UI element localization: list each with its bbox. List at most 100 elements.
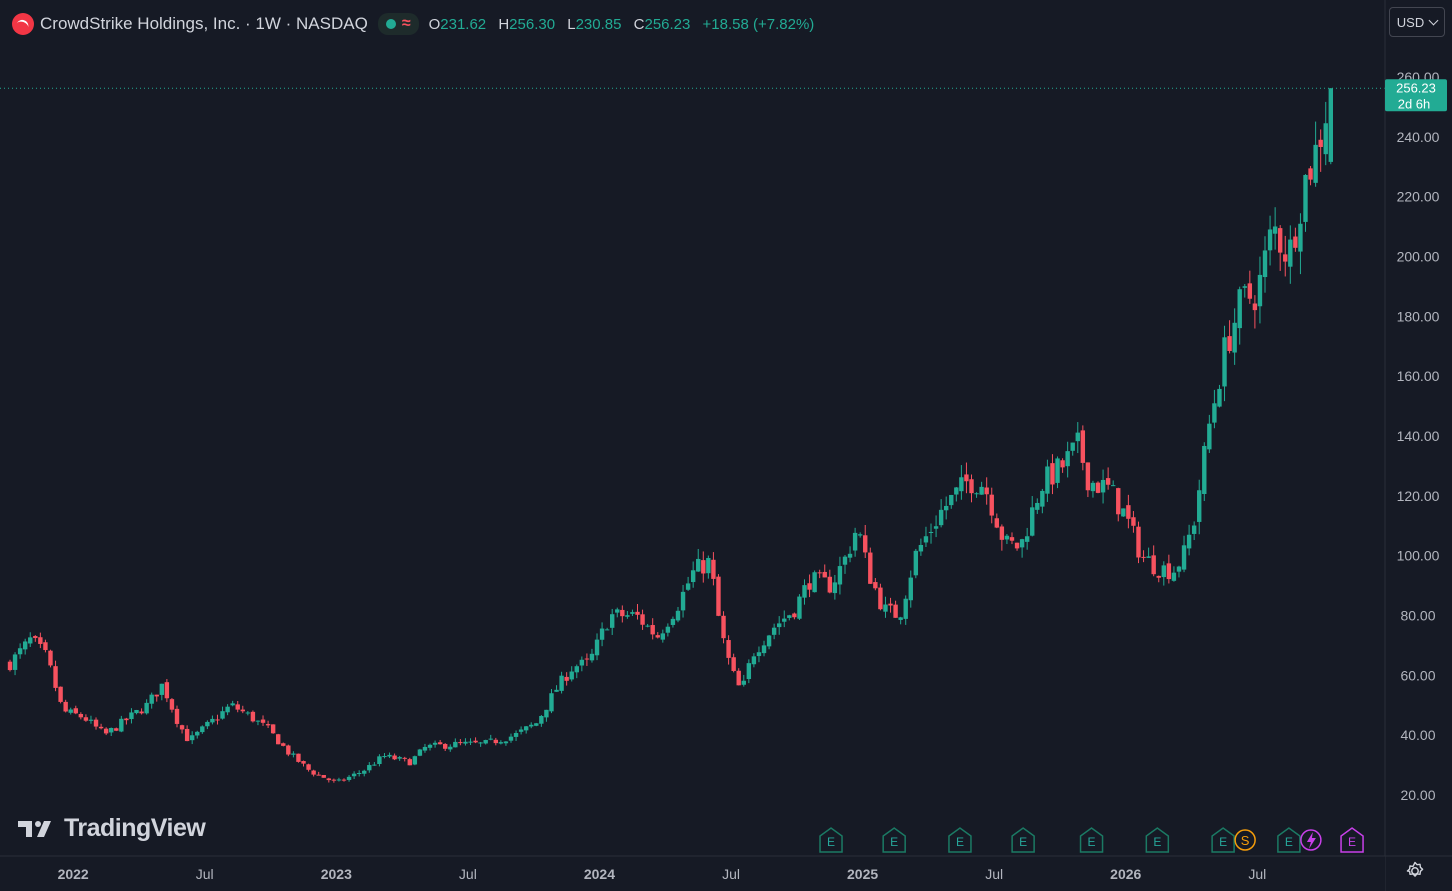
candle-body	[488, 738, 493, 740]
candle-body	[625, 615, 630, 617]
candle-body	[645, 625, 650, 627]
price-tick-label: 20.00	[1400, 787, 1435, 803]
candle-body	[245, 712, 251, 714]
close-label: C	[633, 15, 645, 33]
candle-body	[1288, 239, 1293, 267]
currency-button[interactable]: USD	[1389, 7, 1445, 37]
candle-body	[994, 518, 1000, 528]
earnings-marker[interactable]: E	[1145, 827, 1170, 853]
earnings-marker[interactable]: E	[882, 827, 906, 853]
candle-body	[1328, 88, 1333, 162]
earnings-marker[interactable]: E	[1211, 827, 1235, 853]
candle-body	[103, 728, 109, 734]
candle-body	[863, 535, 868, 553]
candle-body	[443, 743, 448, 749]
time-tick-label: 2022	[58, 866, 89, 882]
candle-body	[134, 709, 139, 714]
candle-body	[1136, 526, 1141, 558]
candle-body	[321, 775, 326, 778]
earnings-marker[interactable]: E	[1011, 827, 1035, 853]
candle-body	[73, 708, 78, 714]
candle-body	[1060, 460, 1065, 468]
candle-body	[675, 610, 681, 621]
candle-body	[898, 617, 903, 620]
last-price-value: 256.23	[1396, 80, 1436, 95]
candle-body	[1126, 505, 1131, 519]
candle-body	[878, 587, 883, 610]
candle-body	[918, 544, 924, 552]
candle-body	[584, 658, 590, 660]
candle-body	[1242, 286, 1247, 288]
candle-body	[620, 609, 625, 617]
candle-body	[1212, 403, 1217, 423]
earnings-marker[interactable]: E	[1277, 827, 1301, 853]
earnings-label: E	[1219, 835, 1227, 849]
earnings-label: E	[1348, 835, 1356, 849]
market-status-pill[interactable]: ≈	[377, 13, 419, 35]
candle-body	[1065, 451, 1070, 467]
candle-body	[286, 745, 291, 755]
candle-body	[696, 558, 701, 572]
candle-body	[356, 772, 362, 774]
candle-body	[615, 609, 620, 613]
candle-body	[12, 654, 18, 670]
candle-body	[1298, 223, 1303, 252]
high-label: H	[498, 15, 510, 33]
symbol-title[interactable]: CrowdStrike Holdings, Inc. · 1W · NASDAQ	[40, 14, 368, 33]
candle-body	[306, 764, 311, 770]
candle-body	[68, 709, 73, 713]
candle-body	[1267, 229, 1273, 251]
candle-body	[195, 731, 200, 736]
candle-body	[599, 628, 605, 640]
candle-body	[316, 774, 321, 776]
earnings-marker[interactable]: E	[948, 827, 972, 853]
candle-body	[372, 764, 377, 766]
candle-body	[336, 779, 342, 781]
lightning-icon[interactable]	[1300, 829, 1322, 851]
candle-body	[1030, 507, 1035, 536]
candle-body	[969, 479, 974, 494]
candle-body	[650, 625, 655, 635]
candle-body	[701, 560, 706, 574]
high-value: 256.30	[509, 15, 556, 33]
candle-body	[1075, 432, 1080, 442]
candle-body	[33, 636, 38, 639]
candle-body	[129, 712, 134, 720]
candle-body	[276, 734, 281, 745]
candle-body	[1222, 337, 1227, 387]
candle-body	[523, 726, 529, 731]
candle-body	[417, 749, 423, 756]
candle-body	[1166, 563, 1172, 580]
price-change: +18.58 (+7.82%)	[702, 15, 815, 33]
candle-body	[296, 753, 301, 762]
candle-body	[1141, 556, 1146, 558]
candle-body	[250, 711, 256, 722]
candle-body	[847, 553, 853, 558]
earnings-marker[interactable]: E	[819, 827, 843, 853]
candle-body	[807, 583, 812, 590]
candle-body	[544, 709, 549, 718]
candle-body	[908, 577, 913, 601]
candle-body	[109, 728, 114, 733]
candle-body	[498, 742, 504, 744]
candle-body	[210, 718, 215, 723]
candle-body	[1283, 254, 1288, 262]
earnings-marker[interactable]: E	[1079, 827, 1104, 853]
candle-body	[1161, 565, 1167, 578]
candle-body	[382, 756, 387, 758]
candle-body	[1105, 478, 1111, 485]
split-marker-icon[interactable]: S	[1234, 829, 1256, 851]
candle-body	[1293, 236, 1298, 248]
candle-body	[771, 627, 777, 635]
tradingview-logo[interactable]: TradingView	[18, 814, 206, 843]
earnings-marker[interactable]: E	[1340, 827, 1364, 853]
candle-body	[554, 689, 559, 692]
candle-body	[422, 746, 428, 751]
ohlc-values: O231.62 H256.30 L230.85 C256.23 +18.58 (…	[429, 16, 823, 33]
candle-body	[463, 741, 468, 744]
settings-gear-icon[interactable]	[1404, 860, 1426, 882]
candle-body	[852, 532, 858, 551]
price-tick-label: 240.00	[1397, 129, 1440, 145]
